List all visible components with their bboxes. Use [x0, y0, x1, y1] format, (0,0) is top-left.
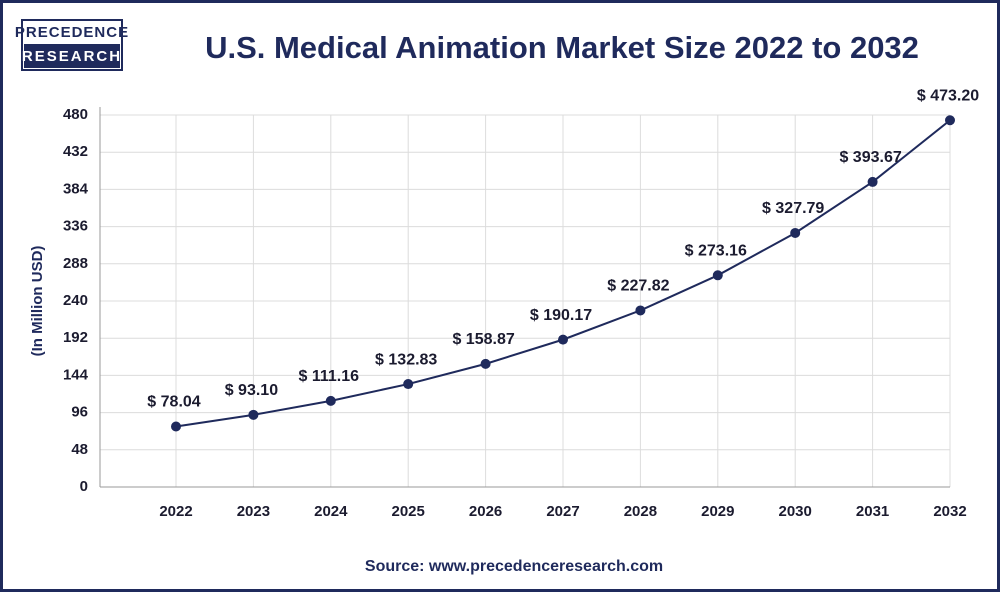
y-tick-label: 240 [63, 292, 88, 309]
point [945, 115, 955, 126]
point [248, 409, 259, 420]
x-tick-label: 2026 [469, 503, 502, 520]
value-label: $ 273.16 [685, 243, 747, 260]
x-tick-label: 2030 [779, 503, 812, 520]
logo-bottom: RESEARCH [22, 48, 122, 65]
y-tick-label: 192 [63, 329, 88, 346]
y-axis-label: (In Million USD) [29, 246, 46, 357]
y-tick-label: 288 [63, 255, 88, 272]
point [558, 334, 568, 345]
x-tick-label: 2029 [701, 503, 734, 520]
y-tick-label: 144 [63, 366, 89, 383]
value-label: $ 132.83 [375, 351, 437, 368]
logo: PRECEDENCE RESEARCH [15, 19, 129, 71]
y-tick-label: 336 [63, 218, 88, 235]
value-label: $ 78.04 [147, 394, 200, 411]
x-tick-label: 2025 [392, 503, 425, 520]
value-label: $ 227.82 [607, 278, 669, 295]
y-tick-label: 432 [63, 143, 88, 160]
point [635, 305, 646, 316]
value-label: $ 327.79 [762, 200, 824, 217]
y-tick-label: 48 [71, 441, 88, 458]
point [480, 358, 491, 369]
y-tick-label: 384 [63, 180, 89, 197]
point [790, 227, 801, 238]
value-label: $ 190.17 [530, 307, 592, 324]
point [325, 395, 336, 406]
value-label: $ 158.87 [452, 331, 514, 348]
x-tick-label: 2032 [933, 503, 966, 520]
source: Source: www.precedenceresearch.com [365, 558, 663, 575]
value-label: $ 93.10 [225, 382, 278, 399]
point [171, 421, 181, 432]
value-label: $ 111.16 [299, 368, 360, 385]
x-tick-label: 2022 [159, 503, 192, 520]
point [403, 379, 414, 390]
value-label: $ 393.67 [839, 149, 901, 166]
x-tick-label: 2028 [624, 503, 657, 520]
x-tick-label: 2031 [856, 503, 889, 520]
y-tick-label: 0 [80, 478, 88, 495]
value-label: $ 473.20 [917, 87, 979, 104]
point [712, 270, 723, 281]
point [867, 176, 878, 187]
logo-band [24, 44, 120, 68]
y-tick-label: 96 [71, 404, 88, 421]
x-tick-label: 2027 [546, 503, 579, 520]
x-tick-label: 2023 [237, 503, 270, 520]
y-tick-label: 480 [63, 106, 88, 123]
logo-top: PRECEDENCE [15, 24, 129, 41]
x-tick-label: 2024 [314, 503, 348, 520]
chart-title: U.S. Medical Animation Market Size 2022 … [205, 30, 919, 65]
